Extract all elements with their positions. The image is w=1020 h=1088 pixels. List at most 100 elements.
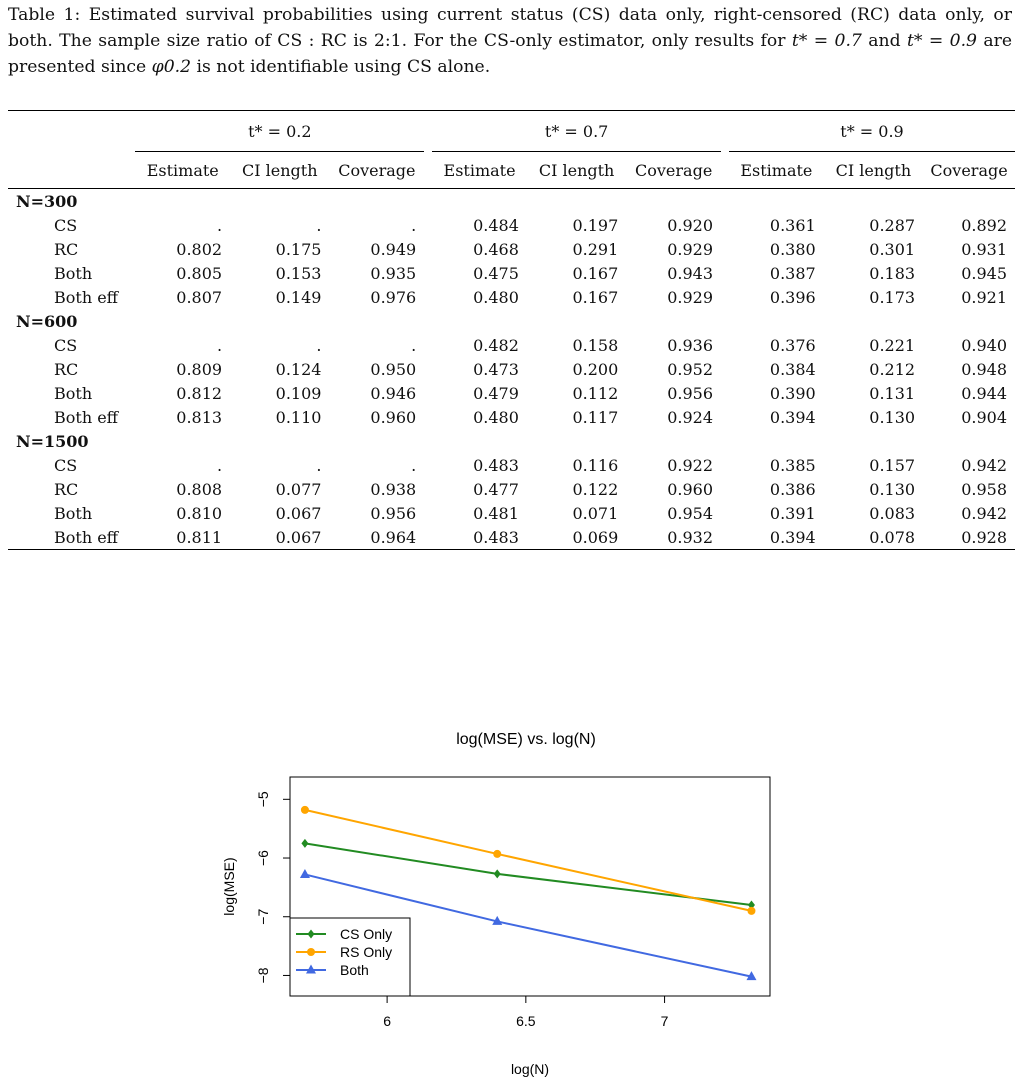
legend-label-cs-only: CS Only <box>340 926 392 942</box>
y-tick-label: −7 <box>255 909 271 925</box>
table-cell: 0.386 <box>769 479 816 499</box>
y-tick-label: −6 <box>255 850 271 866</box>
column-header: Coverage <box>338 160 416 180</box>
table-cell: 0.109 <box>275 383 322 403</box>
table-cell: 0.077 <box>275 479 322 499</box>
table-cell: 0.083 <box>869 503 916 523</box>
table-row: Both eff 0.811 0.067 0.964 0.483 0.069 0.932 0.… <box>8 525 1015 550</box>
caption-tail: is not identifiable using CS alone. <box>191 57 491 77</box>
table-cell: 0.931 <box>961 239 1007 259</box>
table-row: CS... 0.482 0.158 0.936 0.376 0.221 0.940 <box>8 333 1015 357</box>
data-point-cs-only <box>301 838 309 848</box>
table-cell: 0.175 <box>275 239 322 259</box>
table-cell: 0.130 <box>869 407 916 427</box>
table-row: Both 0.805 0.153 0.935 0.475 0.167 0.943 0.387 0… <box>8 261 1015 285</box>
table-cell: 0.200 <box>572 359 619 379</box>
column-header: CI length <box>835 160 912 180</box>
table-cell: 0.212 <box>869 359 916 379</box>
group-header: t* = 0.2 <box>135 111 425 152</box>
table-cell: 0.946 <box>370 383 417 403</box>
table-cell: 0.813 <box>176 407 223 427</box>
table-cell: 0.892 <box>961 215 1007 235</box>
caption-t-0-7: t* = 0.7 <box>791 31 862 51</box>
table-cell: 0.483 <box>473 455 519 475</box>
table-cell: 0.117 <box>572 407 619 427</box>
table-cell: 0.936 <box>667 335 714 355</box>
table-cell: . <box>411 215 417 235</box>
table-cell: 0.812 <box>176 383 223 403</box>
table-cell: 0.928 <box>961 527 1007 547</box>
method-label: Both <box>54 263 93 283</box>
table-cell: 0.808 <box>176 479 223 499</box>
column-header: Coverage <box>930 160 1008 180</box>
table-cell: 0.949 <box>370 239 417 259</box>
y-tick-label: −5 <box>255 791 271 807</box>
method-label: RC <box>54 479 79 499</box>
caption-and: and <box>861 31 907 51</box>
table-cell: 0.122 <box>572 479 619 499</box>
table-cell: 0.484 <box>473 215 519 235</box>
table-row: CS... 0.483 0.116 0.922 0.385 0.157 0.942 <box>8 453 1015 477</box>
table-cell: 0.394 <box>769 527 816 547</box>
data-point-both <box>299 868 310 878</box>
section-label: N=300 <box>16 191 78 211</box>
table-cell: 0.287 <box>869 215 916 235</box>
method-label: Both eff <box>54 287 119 307</box>
table-cell: . <box>316 335 322 355</box>
table-cell: 0.922 <box>667 455 714 475</box>
table-cell: 0.811 <box>176 527 223 547</box>
table-cell: 0.948 <box>961 359 1007 379</box>
x-tick-label: 7 <box>661 1013 669 1029</box>
method-label: RC <box>54 239 79 259</box>
column-header: Coverage <box>635 160 713 180</box>
y-tick-label: −8 <box>255 967 271 983</box>
table-cell: 0.130 <box>869 479 916 499</box>
section-label: N=600 <box>16 311 78 331</box>
column-header: Estimate <box>740 160 813 180</box>
table-cell: 0.473 <box>473 359 519 379</box>
table-cell: 0.964 <box>370 527 417 547</box>
legend-marker-both <box>306 964 316 974</box>
data-point-rs-only <box>300 805 309 814</box>
method-label: Both <box>54 503 93 523</box>
table-cell: 0.481 <box>473 503 519 523</box>
table-cell: 0.069 <box>572 527 619 547</box>
table-cell: 0.384 <box>769 359 816 379</box>
method-label: Both <box>54 383 93 403</box>
table-cell: 0.067 <box>275 503 322 523</box>
table-cell: 0.124 <box>275 359 322 379</box>
method-label: Both eff <box>54 527 119 547</box>
table-cell: 0.468 <box>473 239 519 259</box>
chart-title: log(MSE) vs. log(N) <box>456 731 596 748</box>
table-cell: 0.480 <box>473 287 519 307</box>
table-cell: 0.167 <box>572 287 619 307</box>
column-header-row: Estimate CI length Coverage Estimate CI leng… <box>8 152 1015 189</box>
table-cell: 0.924 <box>667 407 714 427</box>
bottom-rule <box>8 549 1015 550</box>
table-cell: 0.477 <box>473 479 519 499</box>
table-cell: 0.291 <box>572 239 619 259</box>
table-cell: 0.078 <box>869 527 916 547</box>
column-header: Estimate <box>443 160 516 180</box>
column-header: Estimate <box>146 160 219 180</box>
table-cell: 0.904 <box>961 407 1007 427</box>
table-cell: 0.942 <box>961 455 1007 475</box>
results-table: t* = 0.2 t* = 0.7 t* = 0.9 Estimate CI lengt… <box>8 110 1015 550</box>
legend-marker-rs-only <box>307 948 315 956</box>
section-row: N=600 <box>8 309 1015 333</box>
table-cell: 0.960 <box>370 407 417 427</box>
method-label: CS <box>54 335 78 355</box>
table-cell: 0.945 <box>961 263 1007 283</box>
table-row: RC 0.808 0.077 0.938 0.477 0.122 0.960 0.386 0.1… <box>8 477 1015 501</box>
table-row: RC 0.809 0.124 0.950 0.473 0.200 0.952 0.384 0.2… <box>8 357 1015 381</box>
table-cell: 0.943 <box>667 263 714 283</box>
table-cell: . <box>316 455 322 475</box>
method-label: CS <box>54 215 78 235</box>
column-header: CI length <box>242 160 318 180</box>
section-label: N=1500 <box>16 431 89 451</box>
x-tick-label: 6 <box>383 1013 391 1029</box>
table-cell: 0.921 <box>961 287 1007 307</box>
table-cell: 0.807 <box>176 287 223 307</box>
table-row: CS... 0.484 0.197 0.920 0.361 0.287 0.892 <box>8 213 1015 237</box>
table-cell: 0.929 <box>667 287 714 307</box>
